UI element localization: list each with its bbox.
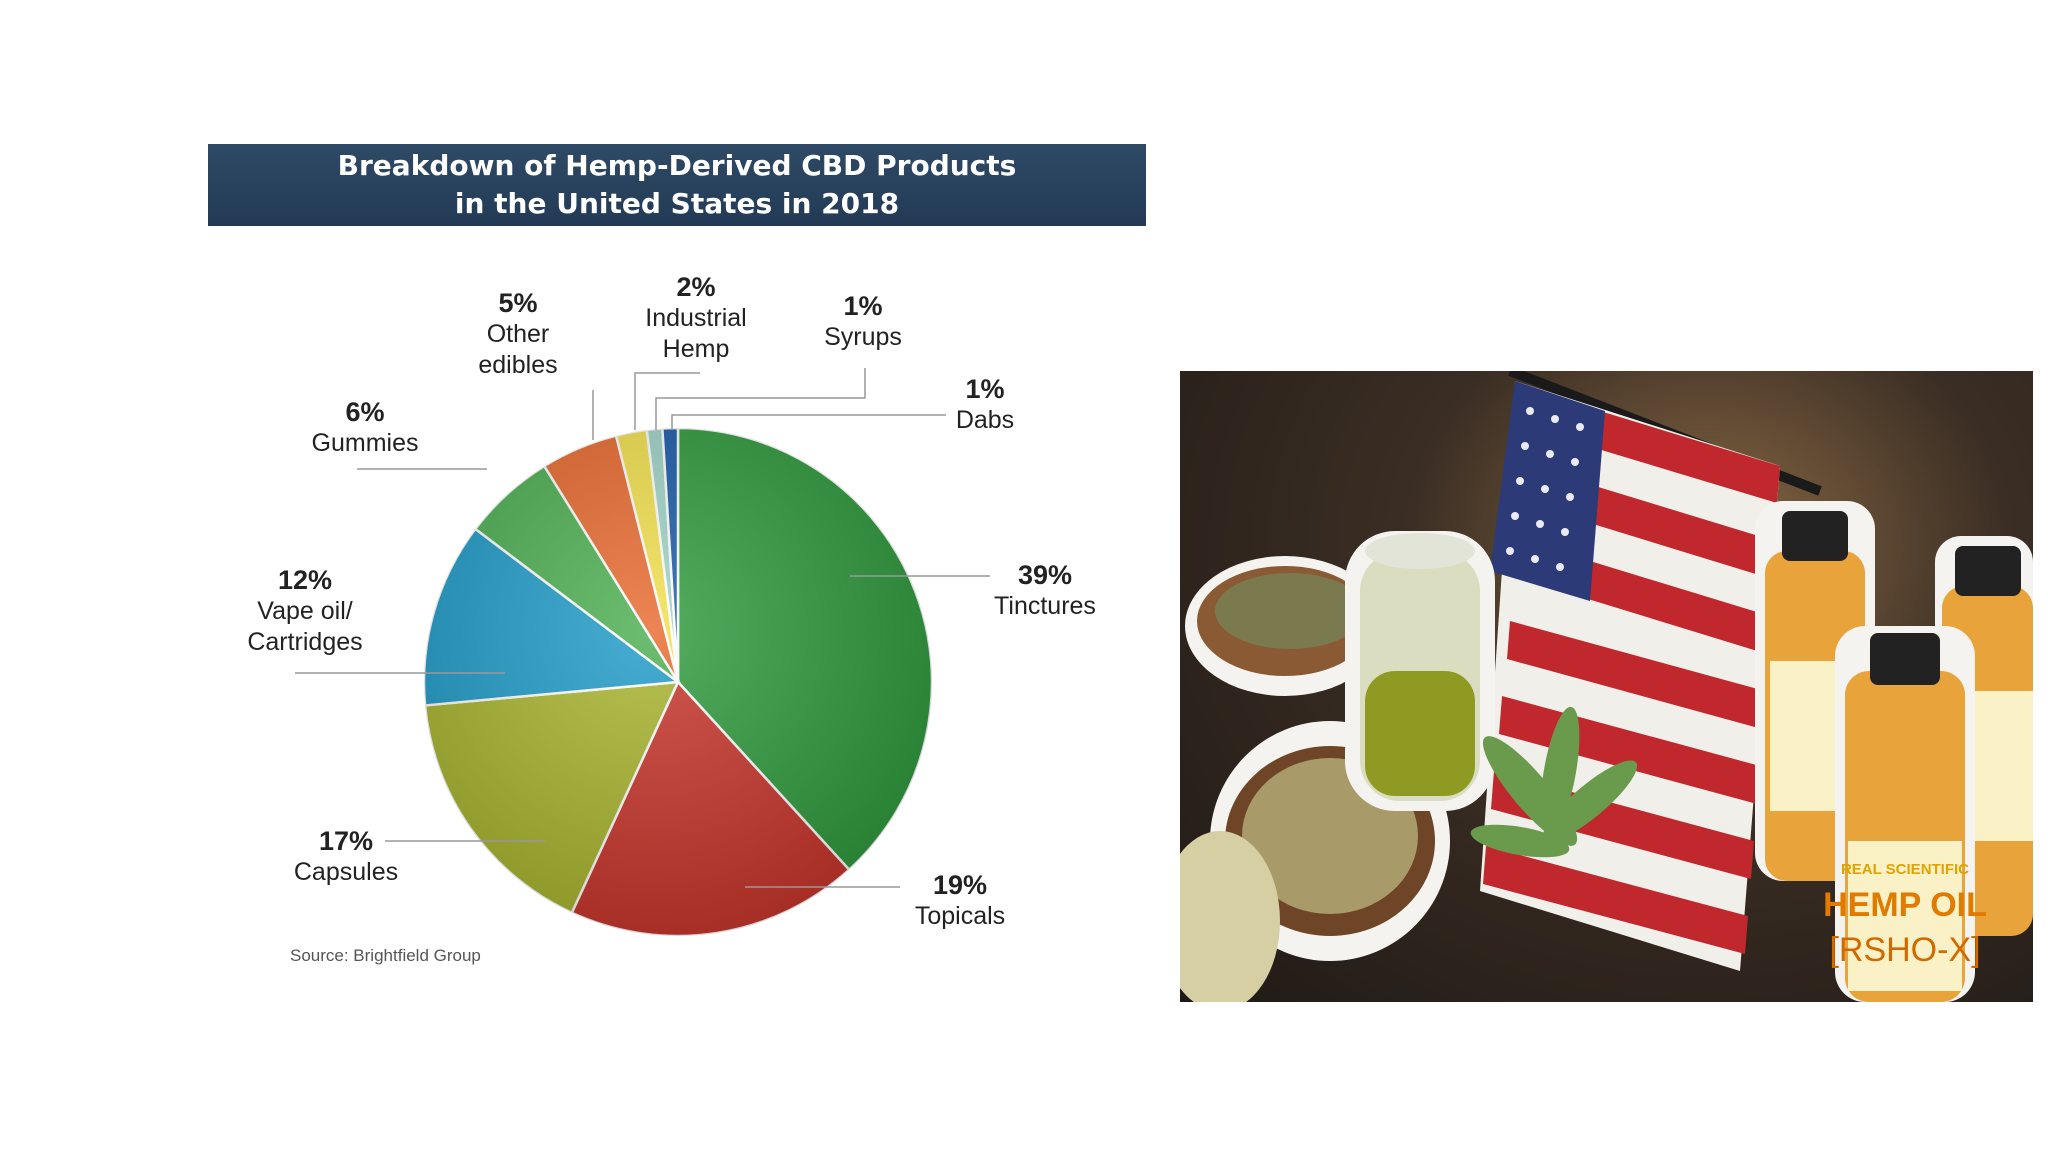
label-vape: 12% Vape oil/ Cartridges [230, 565, 380, 658]
label-other-edibles-name-2: edibles [478, 351, 558, 379]
label-dabs-pct: 1% [965, 374, 1005, 404]
chart-title-line-2: in the United States in 2018 [454, 187, 900, 220]
label-dabs-name: Dabs [955, 406, 1015, 434]
label-gummies: 6% Gummies [300, 397, 430, 459]
label-topicals-pct: 19% [932, 870, 988, 900]
label-industrial-hemp: 2% Industrial Hemp [626, 272, 766, 365]
leader-line-industrial-hemp [634, 372, 700, 430]
label-capsules-pct: 17% [318, 826, 374, 856]
label-vape-name-1: Vape oil/ [257, 597, 353, 625]
hemp-products-photo: REAL SCIENTIFIC HEMP OIL [RSHO-X] [1180, 371, 2033, 1002]
label-capsules-name: Capsules [293, 858, 399, 886]
pie-slices [422, 426, 934, 938]
label-gummies-pct: 6% [345, 397, 385, 427]
label-syrups-pct: 1% [843, 291, 883, 321]
label-industrial-hemp-name-1: Industrial [645, 304, 747, 332]
us-flag-icon [1480, 381, 1780, 971]
label-dabs: 1% Dabs [940, 374, 1030, 436]
label-topicals-name: Topicals [914, 902, 1006, 930]
label-topicals: 19% Topicals [900, 870, 1020, 932]
hemp-photo-illustration: REAL SCIENTIFIC HEMP OIL [RSHO-X] [1180, 371, 2033, 1002]
hemp-oil-jar-icon [1345, 531, 1495, 811]
leader-line-syrups [655, 368, 866, 430]
label-gummies-name: Gummies [311, 429, 419, 457]
label-syrups-name: Syrups [824, 323, 902, 351]
label-tinctures-pct: 39% [1017, 560, 1073, 590]
bottle-label-product: HEMP OIL [1823, 886, 1987, 924]
chart-source: Source: Brightfield Group [290, 946, 481, 965]
label-vape-name-2: Cartridges [247, 628, 363, 656]
label-tinctures: 39% Tinctures [985, 560, 1105, 622]
label-vape-pct: 12% [277, 565, 333, 595]
label-other-edibles: 5% Other edibles [458, 288, 578, 381]
hemp-leaf-icon [1470, 706, 1638, 858]
leader-lines [295, 368, 990, 888]
label-industrial-hemp-pct: 2% [676, 272, 716, 302]
hemp-powder-bowl-icon [1185, 556, 1385, 696]
label-industrial-hemp-name-2: Hemp [662, 335, 730, 363]
chart-title-line-1: Breakdown of Hemp-Derived CBD Products [337, 149, 1017, 182]
chart-title: Breakdown of Hemp-Derived CBD Products i… [208, 144, 1146, 226]
label-tinctures-name: Tinctures [994, 592, 1096, 620]
hemp-oil-bottles-icon [1755, 501, 2033, 1002]
label-other-edibles-pct: 5% [498, 288, 538, 318]
bottle-label-variant: [RSHO-X] [1829, 931, 1980, 969]
label-other-edibles-name-1: Other [486, 320, 550, 348]
label-syrups: 1% Syrups [808, 291, 918, 353]
leader-line-dabs [671, 414, 946, 430]
bottle-label-brand: REAL SCIENTIFIC [1841, 861, 1969, 878]
label-capsules: 17% Capsules [286, 826, 406, 888]
